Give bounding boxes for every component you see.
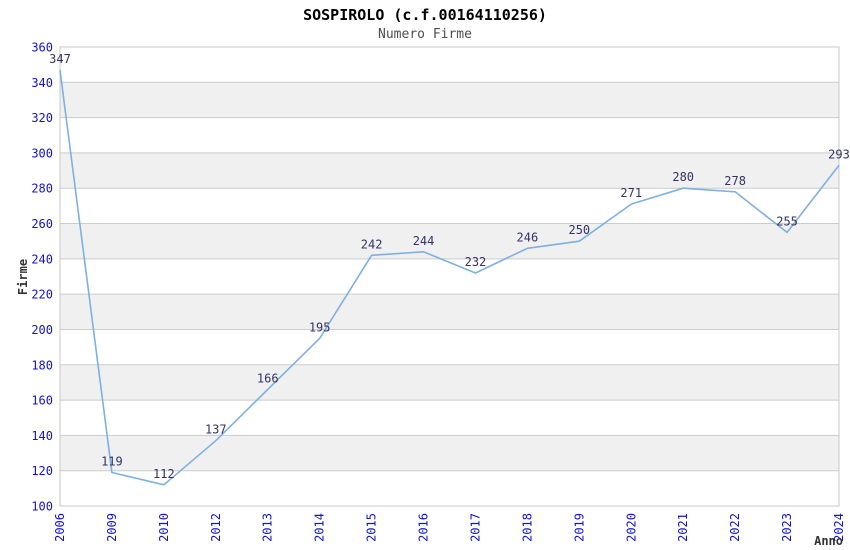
data-point-label: 280 (672, 170, 694, 184)
plot-band (60, 435, 839, 471)
x-tick-label: 2020 (624, 513, 638, 542)
x-tick-label: 2023 (780, 513, 794, 542)
data-point-label: 246 (517, 230, 539, 244)
data-point-label: 112 (153, 467, 175, 481)
plot-band (60, 223, 839, 259)
data-point-label: 137 (205, 423, 227, 437)
x-tick-label: 2009 (105, 513, 119, 542)
plot-band (60, 364, 839, 401)
chart-title: SOSPIROLO (c.f.00164110256) (303, 6, 547, 24)
x-tick-label: 2018 (520, 513, 534, 542)
x-tick-label: 2019 (572, 513, 586, 542)
y-tick-label: 240 (31, 252, 53, 266)
x-axis-tick-labels: 2006 2009 2010 2012 2013 2014 2015 2016 2017 2018… (53, 513, 846, 542)
data-point-label: 293 (828, 147, 850, 161)
line-series (59, 69, 840, 486)
x-tick-label: 2022 (728, 513, 742, 542)
y-tick-label: 120 (31, 464, 53, 478)
data-point-label: 232 (465, 255, 487, 269)
y-axis-title: Firme (16, 259, 30, 295)
y-tick-label: 320 (31, 111, 53, 125)
data-point-label: 347 (49, 52, 71, 66)
y-tick-label: 300 (31, 146, 53, 160)
plot-border (59, 46, 840, 507)
y-axis-tick-labels: 100 120 140 160 180 200 220 240 260 280 300 320 340 3… (31, 41, 53, 514)
data-point-label: 271 (620, 186, 642, 200)
data-point-label: 255 (776, 214, 798, 228)
plot-band (60, 152, 839, 189)
x-tick-label: 2016 (417, 513, 431, 542)
plot-bands (60, 82, 839, 471)
data-point-label: 195 (309, 320, 331, 334)
x-tick-label: 2015 (365, 513, 379, 542)
y-tick-label: 200 (31, 323, 53, 337)
data-point-label: 119 (101, 454, 123, 468)
x-tick-label: 2013 (261, 513, 275, 542)
series-line (59, 69, 840, 486)
y-tick-label: 280 (31, 182, 53, 196)
y-tick-label: 220 (31, 288, 53, 302)
x-tick-label: 2024 (832, 513, 846, 542)
gridlines (60, 81, 839, 472)
x-tick-label: 2012 (209, 513, 223, 542)
y-tick-label: 260 (31, 217, 53, 231)
plot-band (60, 82, 839, 118)
y-tick-label: 340 (31, 76, 53, 90)
y-tick-label: 140 (31, 429, 53, 443)
plot-band (60, 294, 839, 330)
data-point-label: 278 (724, 174, 746, 188)
y-tick-label: 160 (31, 394, 53, 408)
data-point-label: 166 (257, 371, 279, 385)
x-tick-label: 2006 (53, 513, 67, 542)
x-tick-label: 2014 (313, 513, 327, 542)
x-axis-title: Anno (814, 534, 843, 548)
y-tick-label: 180 (31, 358, 53, 372)
y-tick-label: 360 (31, 41, 53, 55)
data-point-label: 244 (413, 234, 435, 248)
data-point-label: 250 (568, 223, 590, 237)
y-tick-label: 100 (31, 500, 53, 514)
chart-subtitle: Numero Firme (378, 27, 472, 42)
x-tick-label: 2010 (157, 513, 171, 542)
x-tick-label: 2017 (468, 513, 482, 542)
data-point-label: 242 (361, 237, 383, 251)
x-tick-label: 2021 (676, 513, 690, 542)
data-labels: 347 119 112 137 166 195 242 244 232 246 250 271 280 2… (49, 52, 850, 481)
